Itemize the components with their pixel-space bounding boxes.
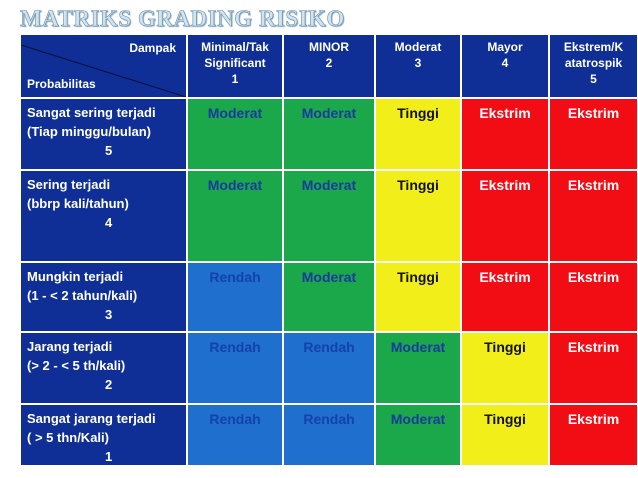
row-label: Sangat jarang terjadi — [27, 411, 156, 426]
column-header-number: 3 — [414, 56, 422, 70]
column-header-4: Mayor 4 — [462, 35, 548, 97]
risk-cell: Ekstrim — [462, 171, 548, 261]
risk-cell: Ekstrim — [462, 99, 548, 169]
risk-cell: Ekstrim — [550, 333, 637, 403]
risk-cell: Moderat — [376, 333, 460, 403]
column-header-line: atatrospik — [564, 56, 623, 70]
risk-cell: Tinggi — [462, 405, 548, 465]
risk-cell: Moderat — [376, 405, 460, 465]
risk-cell: Rendah — [188, 333, 282, 403]
row-header-2: Jarang terjadi (> 2 - < 5 th/kali) 2 — [21, 333, 186, 403]
column-header-5: Ekstrem/K atatrospik 5 — [550, 35, 637, 97]
row-number: 3 — [105, 307, 113, 322]
row-label: Sangat sering terjadi — [27, 105, 156, 120]
risk-cell: Rendah — [284, 405, 374, 465]
column-header-3: Moderat 3 — [376, 35, 460, 97]
risk-cell: Ekstrim — [550, 263, 637, 331]
row-label: Mungkin terjadi — [27, 269, 124, 284]
risk-cell: Tinggi — [462, 333, 548, 403]
row-number: 2 — [105, 377, 113, 392]
column-header-number: 1 — [231, 72, 239, 86]
row-sublabel: (Tiap minggu/bulan) — [27, 124, 151, 139]
column-header-number: 2 — [325, 56, 333, 70]
risk-cell: Rendah — [284, 333, 374, 403]
column-header-1: Minimal/Tak Significant 1 — [188, 35, 282, 97]
row-header-3: Mungkin terjadi (1 - < 2 tahun/kali) 3 — [21, 263, 186, 331]
dampak-axis-label: Dampak — [129, 41, 176, 55]
column-header-line: Significant — [204, 56, 266, 70]
risk-cell: Moderat — [284, 263, 374, 331]
risk-cell: Ekstrim — [550, 171, 637, 261]
risk-cell: Tinggi — [376, 263, 460, 331]
column-header-number: 5 — [590, 72, 597, 86]
row-header-1: Sangat jarang terjadi ( > 5 thn/Kali) 1 — [21, 405, 186, 465]
matrix-corner: Dampak Probabilitas — [21, 35, 186, 97]
row-number: 5 — [105, 143, 113, 158]
page-title: MATRIKS GRADING RISIKO — [20, 6, 345, 32]
risk-cell: Ekstrim — [550, 405, 637, 465]
row-label: Jarang terjadi — [27, 339, 113, 354]
row-header-4: Sering terjadi (bbrp kali/tahun) 4 — [21, 171, 186, 261]
row-label: Sering terjadi — [27, 177, 111, 192]
row-header-5: Sangat sering terjadi (Tiap minggu/bulan… — [21, 99, 186, 169]
column-header-line: Mayor — [487, 40, 523, 54]
row-sublabel: (bbrp kali/tahun) — [27, 196, 129, 211]
column-header-line: Minimal/Tak — [201, 40, 269, 54]
risk-cell: Moderat — [188, 171, 282, 261]
column-header-line: Ekstrem/K — [563, 40, 624, 54]
row-sublabel: (> 2 - < 5 th/kali) — [27, 358, 126, 373]
risk-matrix: Dampak Probabilitas Minimal/Tak Signific… — [21, 35, 637, 465]
risk-cell: Tinggi — [376, 171, 460, 261]
risk-cell: Moderat — [284, 171, 374, 261]
column-header-number: 4 — [501, 56, 509, 70]
risk-cell: Rendah — [188, 405, 282, 465]
risk-cell: Tinggi — [376, 99, 460, 169]
probabilitas-axis-label: Probabilitas — [27, 77, 96, 91]
row-number: 4 — [105, 215, 113, 230]
diagonal-divider — [21, 44, 186, 97]
row-number: 1 — [105, 449, 113, 464]
row-sublabel: ( > 5 thn/Kali) — [27, 430, 109, 445]
risk-cell: Ekstrim — [462, 263, 548, 331]
risk-cell: Moderat — [284, 99, 374, 169]
risk-cell: Ekstrim — [550, 99, 637, 169]
column-header-2: MINOR 2 — [284, 35, 374, 97]
risk-cell: Moderat — [188, 99, 282, 169]
column-header-line: Moderat — [394, 40, 442, 54]
column-header-line: MINOR — [309, 40, 349, 54]
risk-cell: Rendah — [188, 263, 282, 331]
row-sublabel: (1 - < 2 tahun/kali) — [27, 288, 138, 303]
